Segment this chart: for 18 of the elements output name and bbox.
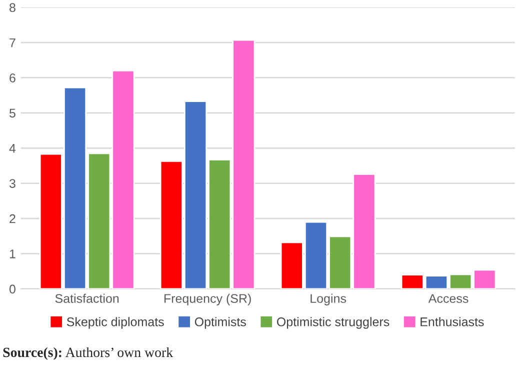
- y-tick-label: 2: [10, 214, 16, 224]
- source-note: Source(s): Authors’ own work: [3, 347, 174, 360]
- legend-label: Skeptic diplomats: [66, 317, 164, 329]
- legend-label: Optimistic strugglers: [277, 317, 390, 329]
- x-tick-label: Frequency (SR): [164, 294, 251, 306]
- y-tick-label: 8: [10, 3, 16, 12]
- x-tick-label: Satisfaction: [55, 294, 119, 303]
- y-tick-label: 7: [10, 38, 16, 48]
- legend-label: Optimists: [194, 317, 246, 329]
- y-tick-label: 6: [10, 74, 16, 82]
- y-tick-label: 5: [9, 108, 16, 118]
- y-tick-label: 0: [9, 284, 16, 294]
- legend-label: Enthusiasts: [420, 317, 484, 326]
- y-tick-label: 4: [9, 144, 16, 153]
- y-tick-label: 3: [9, 179, 16, 188]
- y-tick-label: 1: [10, 250, 16, 258]
- x-tick-label: Logins: [310, 294, 346, 306]
- x-tick-label: Access: [428, 294, 468, 303]
